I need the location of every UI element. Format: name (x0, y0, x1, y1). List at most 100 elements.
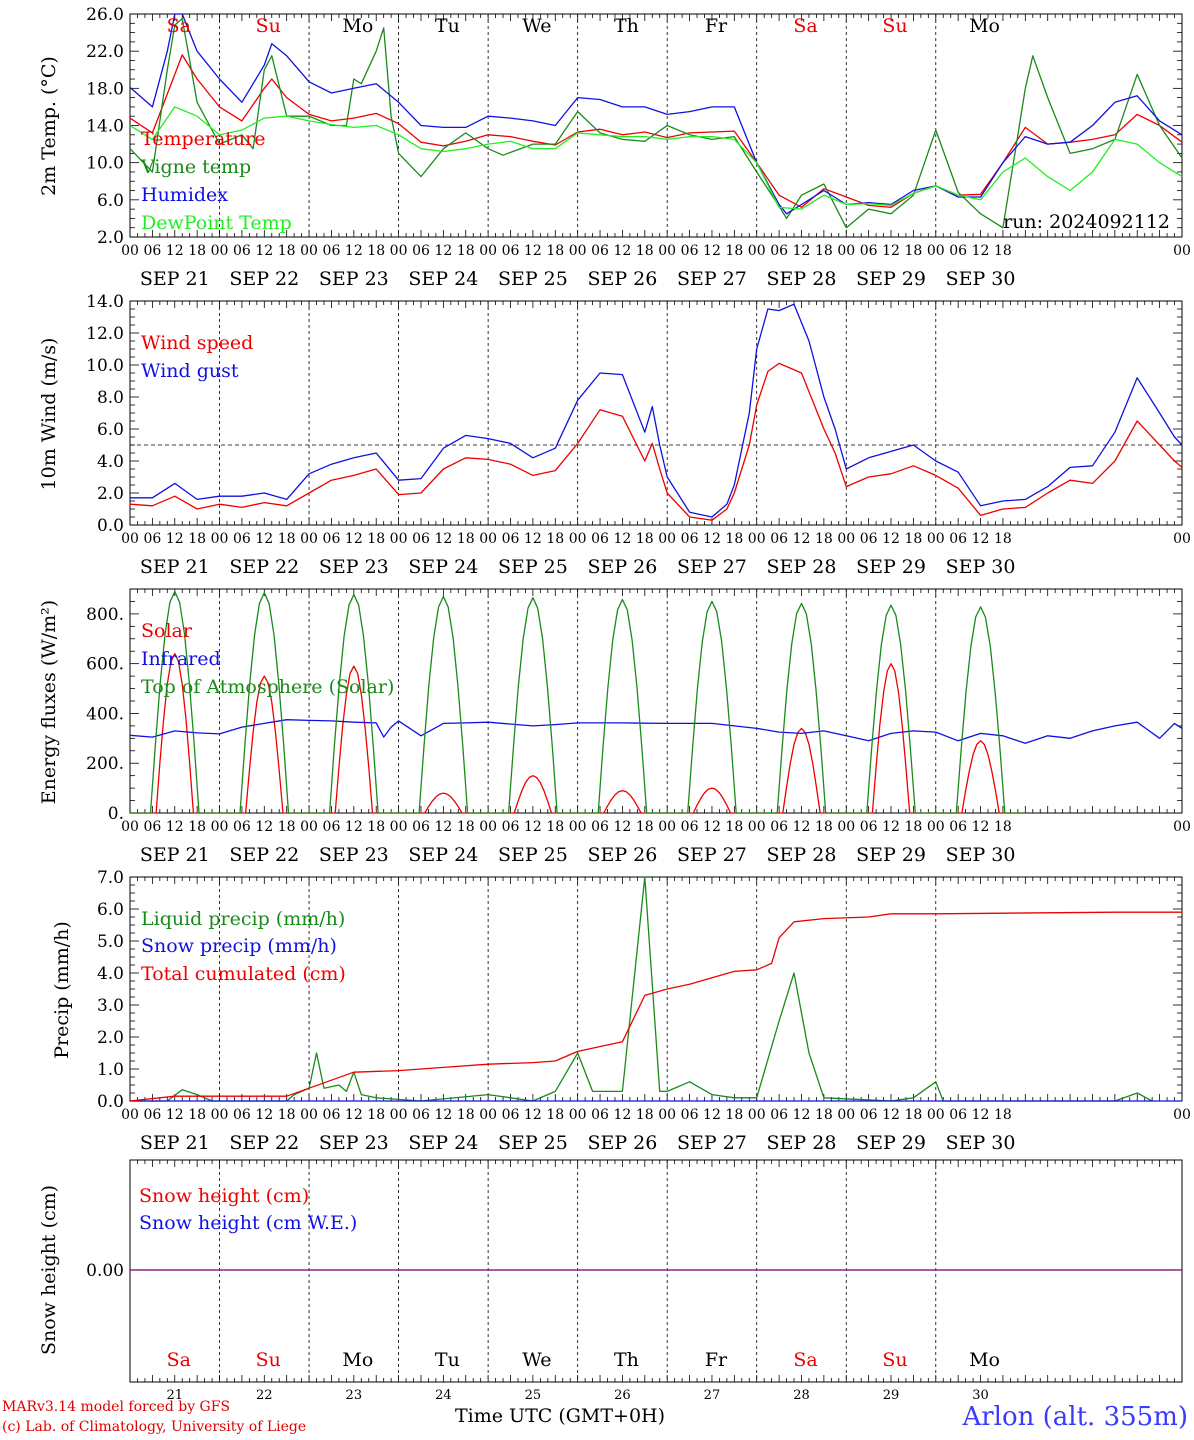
hour-tick-label: 18 (636, 819, 654, 835)
weekday-label: Mo (969, 1349, 1000, 1371)
hour-tick-label: 18 (457, 1107, 475, 1123)
hour-tick-label: 06 (143, 819, 161, 835)
hour-tick-label: 12 (166, 243, 184, 259)
day-label: SEP 22 (229, 844, 299, 866)
panel-1 (129, 13, 1183, 238)
hour-tick-label: 12 (166, 819, 184, 835)
day-number-label: 25 (525, 1388, 542, 1403)
hour-tick-label: 12 (882, 1107, 900, 1123)
day-number-label: 23 (346, 1388, 363, 1403)
hour-tick-label: 00 (479, 1107, 497, 1123)
y-tick-label: 2.0 (97, 484, 124, 504)
weekday-label: Fr (705, 15, 728, 37)
hour-tick-label: 06 (949, 819, 967, 835)
hour-tick-label: 00 (390, 243, 408, 259)
day-label: SEP 28 (767, 1132, 837, 1154)
y-tick-label: 0. (108, 804, 124, 824)
weekday-label: Sa (167, 15, 191, 37)
y-tick-label: 2.0 (97, 1028, 124, 1048)
hour-tick-label: 12 (255, 531, 273, 547)
hour-tick-label: 00 (927, 531, 945, 547)
day-number-label: 28 (793, 1388, 810, 1403)
hour-tick-label: 12 (255, 819, 273, 835)
day-label: SEP 24 (408, 268, 478, 290)
y-tick-label: 4.0 (97, 452, 124, 472)
day-number-label: 22 (256, 1388, 273, 1403)
hour-tick-label: 12 (524, 819, 542, 835)
legend-label: DewPoint Temp (141, 212, 292, 234)
hour-tick-label: 00 (658, 819, 676, 835)
weekday-label: Sa (793, 15, 817, 37)
day-label: SEP 26 (587, 268, 657, 290)
panel-frame (129, 588, 1183, 814)
hour-tick-label: 00 (837, 1107, 855, 1123)
hour-tick-label: 18 (904, 243, 922, 259)
day-label: SEP 21 (140, 844, 210, 866)
hour-tick-label: 06 (860, 1107, 878, 1123)
hour-tick-label: 00 (1173, 531, 1191, 547)
hour-tick-label: 06 (502, 1107, 520, 1123)
hour-tick-label: 12 (255, 243, 273, 259)
hour-tick-label: 00 (121, 243, 139, 259)
legend-label: Humidex (141, 184, 228, 206)
hour-tick-label: 00 (390, 819, 408, 835)
y-tick-label: 600. (86, 655, 124, 675)
hour-tick-label: 06 (323, 1107, 341, 1123)
hour-tick-label: 12 (345, 819, 363, 835)
hour-tick-label: 06 (949, 531, 967, 547)
panel-frame (129, 300, 1183, 526)
hour-tick-label: 18 (457, 243, 475, 259)
hour-tick-label: 00 (837, 819, 855, 835)
hour-tick-label: 00 (569, 531, 587, 547)
day-label: SEP 27 (677, 268, 747, 290)
hour-tick-label: 06 (681, 1107, 699, 1123)
day-label: SEP 27 (677, 556, 747, 578)
hour-tick-label: 18 (815, 243, 833, 259)
hour-tick-label: 06 (860, 531, 878, 547)
day-label: SEP 21 (140, 268, 210, 290)
run-label: run: 2024092112 (1003, 211, 1170, 233)
hour-tick-label: 06 (770, 243, 788, 259)
hour-tick-label: 18 (367, 243, 385, 259)
hour-tick-label: 18 (725, 819, 743, 835)
weekday-label: Mo (342, 15, 373, 37)
legend-label: Solar (141, 620, 193, 642)
hour-tick-label: 00 (1173, 1107, 1191, 1123)
y-tick-label: 14.0 (86, 292, 124, 312)
hour-tick-label: 18 (278, 243, 296, 259)
hour-tick-label: 06 (949, 1107, 967, 1123)
hour-tick-label: 00 (211, 243, 229, 259)
hour-tick-label: 18 (278, 1107, 296, 1123)
y-tick-label: 12.0 (86, 324, 124, 344)
hour-tick-label: 12 (255, 1107, 273, 1123)
day-label: SEP 30 (946, 556, 1016, 578)
hour-tick-label: 06 (770, 1107, 788, 1123)
day-label: SEP 22 (229, 556, 299, 578)
day-label: SEP 28 (767, 844, 837, 866)
hour-tick-label: 00 (479, 243, 497, 259)
hour-tick-label: 00 (927, 243, 945, 259)
y-tick-label: 22.0 (86, 42, 124, 62)
day-label: SEP 28 (767, 556, 837, 578)
hour-tick-label: 12 (972, 819, 990, 835)
legend-label: Wind speed (141, 332, 253, 354)
weekday-label: Mo (342, 1349, 373, 1371)
hour-tick-label: 06 (681, 243, 699, 259)
panel-5 (129, 1159, 1183, 1383)
hour-tick-label: 18 (994, 243, 1012, 259)
y-tick-label: 200. (86, 754, 124, 774)
hour-tick-label: 18 (636, 243, 654, 259)
y-tick-label: 0.00 (86, 1261, 124, 1281)
y-tick-label: 10.0 (86, 356, 124, 376)
day-label: SEP 29 (856, 268, 926, 290)
legend-label: Temperature (141, 128, 265, 150)
hour-tick-label: 12 (614, 1107, 632, 1123)
day-label: SEP 29 (856, 556, 926, 578)
hour-tick-label: 18 (546, 243, 564, 259)
series-line (129, 54, 1183, 208)
hour-tick-label: 00 (658, 243, 676, 259)
hour-tick-label: 06 (233, 819, 251, 835)
hour-tick-label: 06 (412, 531, 430, 547)
hour-tick-label: 06 (860, 819, 878, 835)
